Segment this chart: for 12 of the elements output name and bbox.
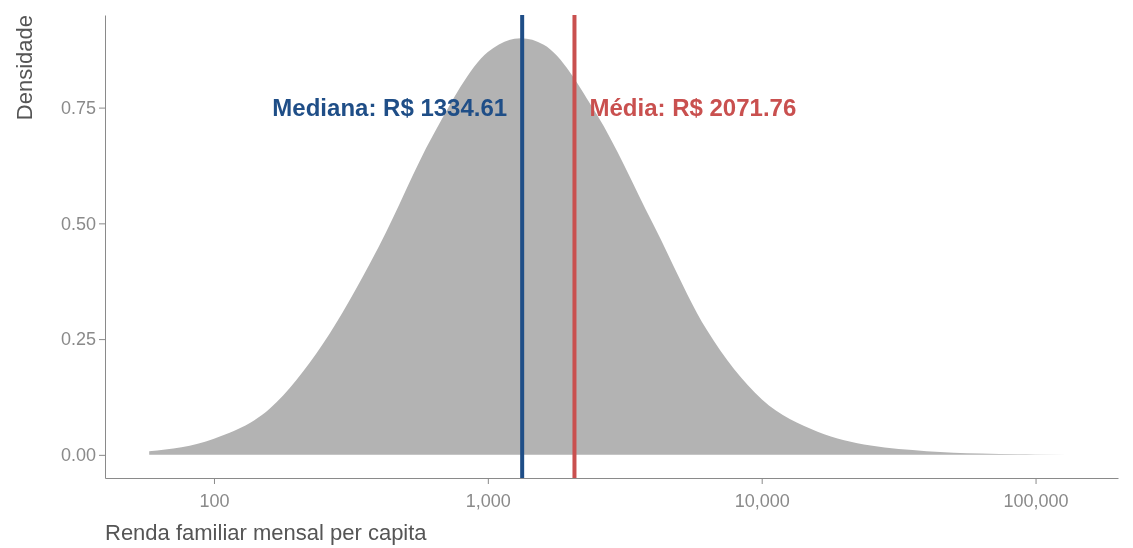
x-tick-label: 100,000 — [1003, 490, 1069, 511]
x-axis-title: Renda familiar mensal per capita — [105, 520, 428, 545]
x-tick-label: 10,000 — [734, 490, 790, 511]
x-tick-label: 1,000 — [465, 490, 511, 511]
ref-line-label: Mediana: R$ 1334.61 — [272, 94, 508, 121]
x-tick-label: 100 — [199, 490, 230, 511]
y-tick-label: 0.00 — [60, 445, 96, 466]
ref-line-label: Média: R$ 2071.76 — [589, 94, 797, 121]
y-tick-label: 0.50 — [60, 213, 96, 234]
y-tick-label: 0.75 — [60, 97, 96, 118]
y-axis-title: Densidade — [12, 15, 37, 121]
y-tick-label: 0.25 — [60, 329, 96, 350]
